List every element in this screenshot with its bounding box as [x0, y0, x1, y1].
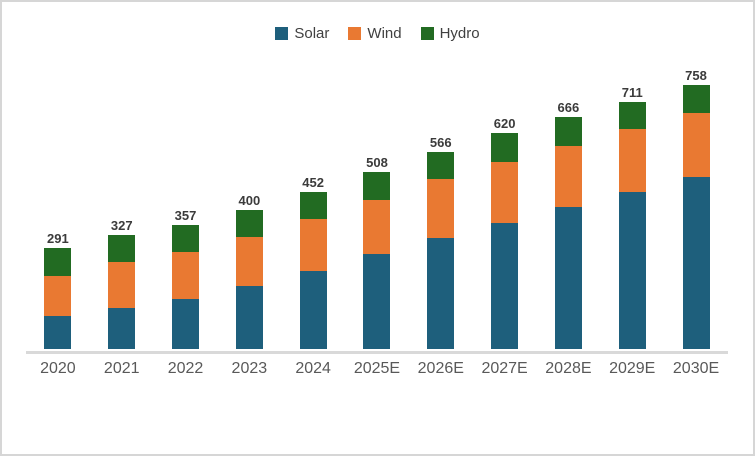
bar-segment-wind-2027E — [491, 161, 519, 223]
bar-2023 — [235, 209, 263, 349]
bar-2022 — [172, 224, 200, 349]
bar-segment-wind-2021 — [108, 262, 136, 308]
total-label-2022: 357 — [174, 207, 197, 223]
legend-label-solar: Solar — [294, 25, 330, 42]
bar-group-2023: 400 — [217, 194, 281, 349]
bar-group-2025E: 508 — [345, 156, 409, 349]
total-label-2024: 452 — [302, 174, 324, 190]
x-axis-label-2020: 2020 — [40, 360, 76, 377]
bar-segment-hydro-2025E — [363, 172, 391, 200]
total-label-2026E: 566 — [429, 135, 452, 151]
legend-swatch-hydro-icon — [420, 27, 434, 40]
bar-group-2020: 291 — [26, 232, 90, 349]
bar-segment-solar-2022 — [172, 298, 200, 349]
bar-group-2021: 327 — [90, 219, 154, 349]
total-label-2021: 327 — [110, 218, 133, 234]
bar-segment-solar-2020 — [44, 316, 72, 349]
bar-2028E — [554, 117, 582, 349]
bar-segment-wind-2023 — [235, 236, 263, 287]
legend-item-solar: Solar — [275, 26, 329, 41]
bar-segment-hydro-2026E — [427, 152, 455, 180]
bar-2029E — [618, 101, 646, 349]
bar-2026E — [427, 152, 455, 349]
bar-segment-solar-2023 — [235, 286, 263, 349]
bar-group-2022: 357 — [154, 209, 218, 349]
bar-segment-solar-2026E — [427, 238, 455, 349]
total-label-2028E: 666 — [557, 100, 580, 116]
bar-segment-solar-2028E — [554, 207, 582, 349]
x-axis-labels: 2020 2021 2022 2023 2024 2025E 2026E 2027E 2028E… — [26, 360, 728, 378]
bar-segment-solar-2030E — [682, 177, 710, 349]
bar-segment-wind-2024 — [299, 219, 327, 272]
total-label-2020: 291 — [47, 230, 69, 246]
bar-group-2028E: 666 — [537, 101, 601, 349]
bar-segment-solar-2025E — [363, 254, 391, 349]
bar-group-2027E: 620 — [473, 117, 537, 349]
x-axis-label-2028E: 2028E — [545, 360, 592, 377]
bar-segment-hydro-2023 — [235, 209, 263, 237]
legend-item-hydro: Hydro — [420, 25, 480, 42]
legend-swatch-wind-icon — [348, 27, 362, 40]
x-axis-label-2030E: 2030E — [672, 360, 720, 377]
bar-segment-wind-2028E — [554, 146, 582, 208]
bar-group-2024: 452 — [281, 176, 345, 349]
x-axis-label-2026E: 2026E — [417, 360, 464, 377]
bar-2027E — [491, 133, 519, 349]
x-axis-label-2022: 2022 — [167, 360, 204, 377]
total-label-2023: 400 — [238, 192, 261, 208]
bar-segment-wind-2026E — [427, 179, 455, 238]
legend-swatch-solar-icon — [275, 27, 289, 40]
bar-segment-hydro-2028E — [554, 117, 582, 147]
bar-segment-solar-2029E — [618, 192, 646, 349]
bar-segment-hydro-2024 — [299, 191, 327, 220]
bar-segment-solar-2024 — [299, 271, 327, 349]
bar-group-2029E: 711 — [600, 86, 664, 349]
bar-2025E — [363, 172, 391, 349]
x-axis-label-2029E: 2029E — [609, 360, 656, 377]
total-label-2029E: 711 — [621, 84, 643, 100]
legend-item-wind: Wind — [348, 25, 402, 42]
bar-segment-wind-2022 — [172, 251, 200, 299]
x-axis-label-2024: 2024 — [295, 360, 331, 377]
chart-legend: Solar Wind Hydro — [2, 26, 753, 41]
bar-segment-hydro-2021 — [108, 235, 136, 263]
bar-2024 — [299, 191, 327, 349]
x-axis-line — [26, 351, 728, 354]
bar-segment-hydro-2029E — [618, 101, 646, 130]
x-axis-label-2025E: 2025E — [353, 360, 401, 377]
bar-segment-wind-2020 — [44, 275, 72, 317]
legend-label-wind: Wind — [367, 25, 402, 42]
bar-segment-wind-2025E — [363, 199, 391, 254]
bar-segment-wind-2030E — [682, 113, 710, 178]
bar-2020 — [44, 247, 72, 349]
bar-segment-solar-2027E — [491, 222, 519, 349]
bar-segment-wind-2029E — [618, 129, 646, 193]
x-axis-label-2023: 2023 — [231, 360, 268, 377]
bar-segment-hydro-2027E — [491, 133, 519, 162]
bar-group-2030E: 758 — [664, 69, 728, 349]
x-axis-label-2027E: 2027E — [481, 360, 528, 377]
plot-area: 291 327 357 400 452 508 566 620 666 711 758 — [26, 2, 728, 349]
total-label-2025E: 508 — [366, 155, 388, 171]
bar-group-2026E: 566 — [409, 136, 473, 349]
bar-2021 — [108, 235, 136, 349]
bar-segment-hydro-2030E — [682, 85, 710, 114]
bar-segment-solar-2021 — [108, 307, 136, 349]
total-label-2027E: 620 — [493, 116, 516, 132]
bar-2030E — [682, 85, 710, 349]
legend-label-hydro: Hydro — [439, 25, 480, 42]
x-axis-label-2021: 2021 — [103, 360, 140, 377]
bar-segment-hydro-2020 — [44, 247, 72, 276]
bar-segment-hydro-2022 — [172, 224, 200, 252]
total-label-2030E: 758 — [685, 68, 707, 84]
